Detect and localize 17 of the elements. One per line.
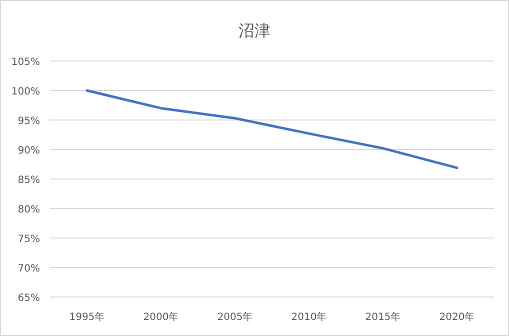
chart-title: 沼津	[238, 21, 270, 40]
line-series	[86, 89, 458, 170]
y-tick-label: 70%	[18, 264, 40, 274]
y-tick-label: 85%	[18, 175, 40, 186]
x-tick-label: 2005年	[217, 311, 253, 323]
x-tick-label: 1995年	[69, 311, 105, 323]
y-tick-label: 80%	[18, 204, 40, 216]
x-tick-label: 2015年	[365, 311, 401, 323]
y-tick-label: 100%	[11, 86, 40, 98]
x-tick-label: 2020年	[439, 311, 475, 323]
y-tick-label: 105%	[11, 57, 40, 68]
y-tick-label: 65%	[18, 293, 40, 304]
y-tick-label: 90%	[18, 146, 40, 156]
x-tick-label: 2010年	[291, 311, 327, 323]
y-tick-label: 95%	[18, 116, 40, 127]
x-tick-label: 2000年	[143, 311, 179, 323]
y-tick-label: 75%	[18, 234, 40, 245]
